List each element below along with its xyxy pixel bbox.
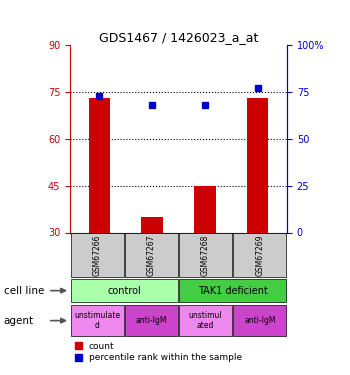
Legend: count, percentile rank within the sample: count, percentile rank within the sample — [75, 342, 242, 362]
Text: unstimul
ated: unstimul ated — [189, 311, 223, 330]
FancyBboxPatch shape — [179, 305, 232, 336]
Text: GSM67268: GSM67268 — [201, 234, 210, 276]
Text: GSM67266: GSM67266 — [93, 234, 101, 276]
Text: agent: agent — [4, 316, 34, 326]
Bar — [89, 98, 110, 232]
Text: anti-IgM: anti-IgM — [136, 316, 167, 325]
FancyBboxPatch shape — [179, 279, 286, 302]
Text: GSM67269: GSM67269 — [256, 234, 264, 276]
Text: control: control — [107, 286, 141, 296]
FancyBboxPatch shape — [125, 233, 178, 277]
Text: GSM67267: GSM67267 — [147, 234, 156, 276]
Bar — [247, 98, 268, 232]
Text: anti-IgM: anti-IgM — [244, 316, 276, 325]
FancyBboxPatch shape — [71, 233, 124, 277]
FancyBboxPatch shape — [233, 305, 286, 336]
FancyBboxPatch shape — [125, 305, 178, 336]
FancyBboxPatch shape — [179, 233, 232, 277]
Text: unstimulate
d: unstimulate d — [74, 311, 120, 330]
Bar — [194, 186, 216, 232]
FancyBboxPatch shape — [233, 233, 286, 277]
Bar — [141, 217, 163, 232]
Text: TAK1 deficient: TAK1 deficient — [198, 286, 268, 296]
FancyBboxPatch shape — [71, 279, 178, 302]
Text: cell line: cell line — [4, 286, 44, 296]
Title: GDS1467 / 1426023_a_at: GDS1467 / 1426023_a_at — [99, 31, 258, 44]
FancyBboxPatch shape — [71, 305, 124, 336]
